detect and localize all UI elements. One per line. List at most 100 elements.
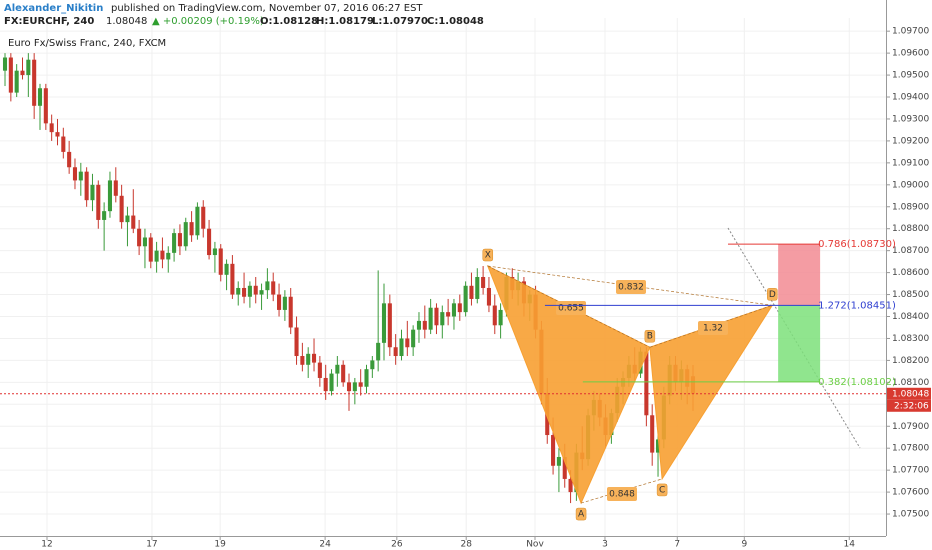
candle-body [189,222,194,236]
candle-body [311,353,317,363]
candle-body [556,456,561,466]
x-tick-label: 14 [844,540,856,550]
pattern-leg [649,304,773,348]
countdown-label: 2:32:06 [894,401,929,411]
last-price-label: 1.08048 [892,389,929,399]
chart-title: Euro Fx/Swiss Franc, 240, FXCM [8,38,166,49]
y-tick-label: 1.09100 [892,158,929,168]
candle-body [341,364,346,383]
candle-body [166,252,171,260]
candle-body [84,171,89,201]
loss-zone [778,244,821,306]
candle-body [271,281,276,295]
candle-body [411,329,416,348]
candle-body [148,237,153,262]
candle-body [195,206,200,236]
candle-body [119,195,124,223]
candle-body [14,70,19,93]
candle-body [37,88,43,106]
candle-body [20,70,25,76]
point-label: B [647,332,653,342]
candle-body [72,167,78,181]
candle-body [236,287,241,295]
close: C:1.08048 [427,16,484,27]
y-tick-label: 1.07600 [892,488,929,498]
author[interactable]: Alexander_Nikitin [4,3,103,14]
candle-body [142,237,147,247]
candle-body [370,360,375,370]
y-tick-label: 1.08600 [892,268,929,278]
point-label: D [769,290,776,300]
candle-body [481,277,486,288]
x-tick-label: 19 [214,540,226,550]
candle-body [486,287,491,306]
point-box [575,507,587,521]
x-tick-label: 9 [741,540,747,550]
candle-body [265,281,270,291]
candle-body [207,228,212,256]
last-price-tag [887,387,931,400]
y-tick-label: 1.08100 [892,378,929,388]
candle-body [259,290,264,295]
y-tick-label: 1.08800 [892,224,929,234]
candle-body [102,211,107,220]
candle-body [107,180,113,212]
candle-body [405,338,410,348]
candle-body [650,415,655,453]
candle-body [300,356,305,365]
y-tick-label: 1.08500 [892,290,929,300]
candle-body [282,296,287,310]
candle-body [26,59,31,76]
x-tick-label: 28 [460,540,472,550]
candle-body [457,303,462,313]
candle-body [463,285,468,313]
candle-body [131,215,136,229]
candle-body [32,59,37,106]
y-tick-label: 1.09000 [892,180,929,190]
y-tick-label: 1.08900 [892,202,929,212]
y-tick-label: 1.08400 [892,312,929,322]
pattern-leg [487,265,773,306]
candle-body [352,382,357,392]
candle-body [492,305,497,326]
candle-body [393,347,398,357]
y-tick-label: 1.08200 [892,356,929,366]
candle-body [428,307,433,330]
y-tick-label: 1.09400 [892,93,929,103]
x-tick-label: Nov [526,540,544,550]
ratio-label: 0.848 [609,490,635,500]
countdown-tag [887,399,931,412]
fib-label: 1.272(1.08451) [818,300,896,311]
candle-body [253,285,258,295]
candle-body [160,250,165,260]
candle-body [364,369,369,387]
published: published on TradingView.com, November 0… [111,3,423,14]
candle-body [113,180,118,196]
y-tick-label: 1.08700 [892,246,929,256]
candle-body [416,320,422,330]
ratio-box [556,301,586,315]
candle-body [306,353,311,365]
candle-body [230,263,235,295]
y-tick-label: 1.09300 [892,114,929,124]
y-tick-label: 1.07800 [892,444,929,454]
ratio-label: 0.832 [618,283,644,293]
candle-body [218,248,223,275]
point-label: C [659,485,665,495]
point-box [644,329,656,343]
y-tick-label: 1.08300 [892,334,929,344]
candle-body [434,307,439,326]
candle-body [78,171,83,181]
candle-body [498,309,503,326]
candle-body [177,233,182,247]
low: L:1.07970 [372,16,428,27]
candle-body [381,303,387,343]
candle-body [43,88,48,124]
x-tick-label: 24 [319,540,331,550]
candle-body [562,456,567,479]
candle-body [247,285,252,297]
candle-body [212,248,217,256]
profit-zone [778,305,821,382]
